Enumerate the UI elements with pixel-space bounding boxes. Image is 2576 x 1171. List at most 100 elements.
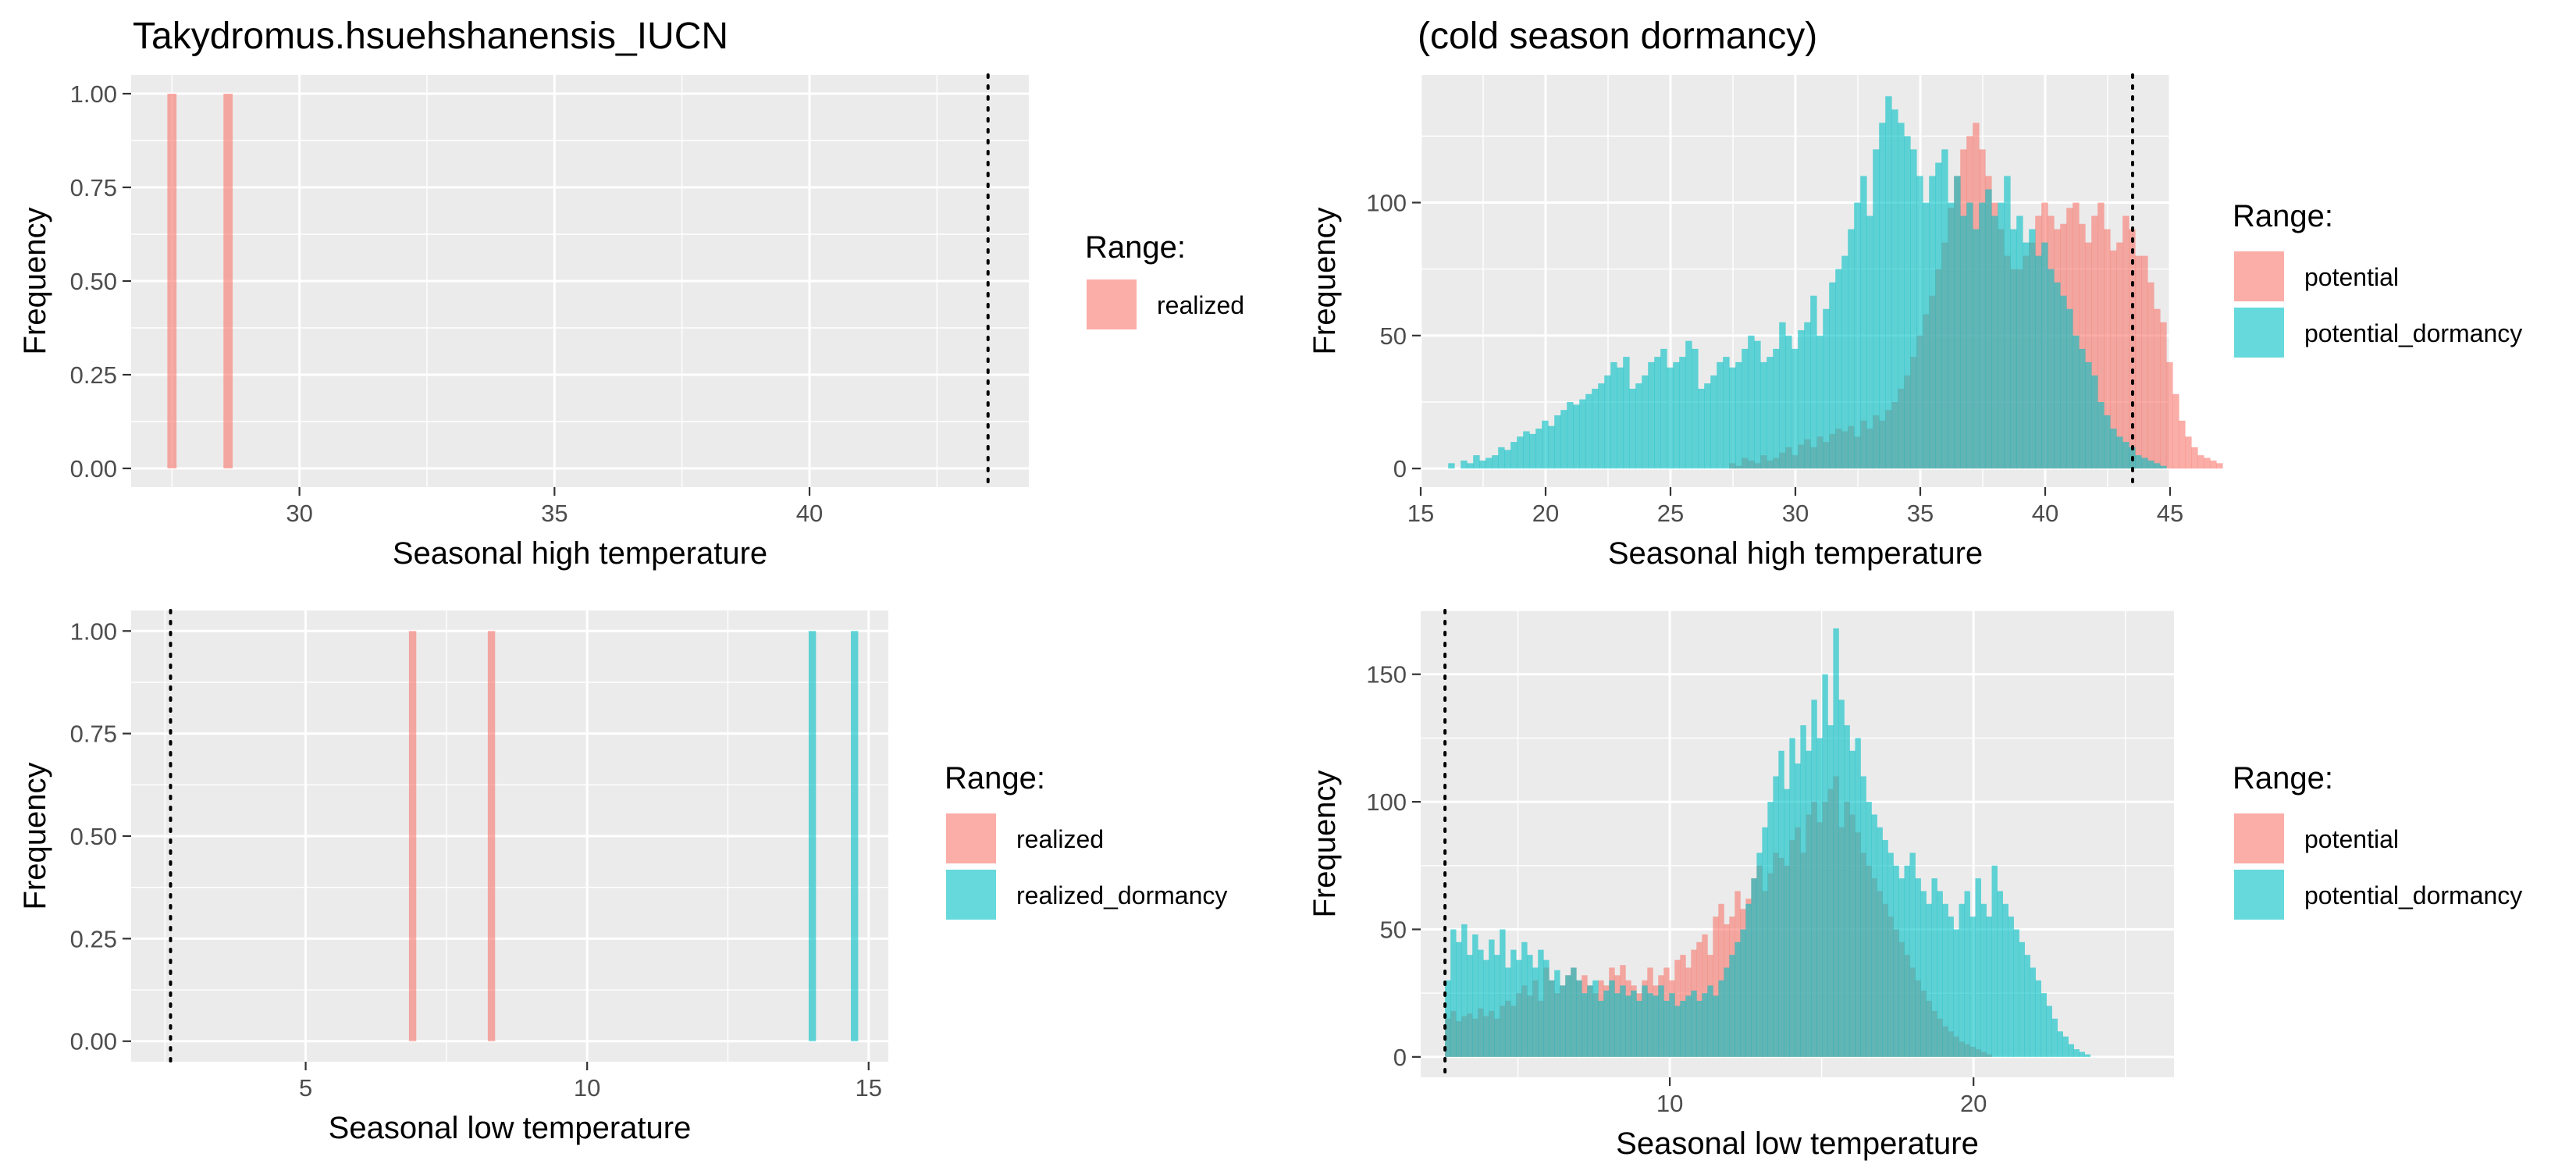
- histogram-bin: [1625, 995, 1631, 1057]
- histogram-bin: [1888, 852, 1894, 1057]
- series-layer: [1445, 628, 2091, 1057]
- histogram-bin: [1620, 985, 1626, 1057]
- histogram-bin: [1467, 463, 1474, 469]
- y-axis-title: Frequency: [18, 208, 52, 355]
- histogram-bin: [1696, 941, 1703, 1057]
- histogram-bin: [1660, 348, 1667, 469]
- legend-swatch: [2234, 813, 2284, 863]
- legend-label: potential_dormancy: [2304, 319, 2522, 347]
- histogram-bin: [1849, 750, 1856, 1057]
- histogram-bin: [1614, 993, 1621, 1057]
- histogram-bin: [1910, 149, 1917, 469]
- legend-title: Range:: [1085, 230, 1186, 265]
- histogram-bin: [2160, 465, 2167, 469]
- legend-label: realized: [1157, 291, 1244, 319]
- histogram-bin: [2030, 967, 2036, 1057]
- histogram-bin: [1742, 348, 1749, 469]
- histogram-bin: [2185, 436, 2192, 469]
- legend-swatch: [2234, 870, 2284, 920]
- histogram-bin: [1959, 903, 1965, 1057]
- histogram-bin: [1798, 330, 1805, 469]
- histogram-bin: [1860, 776, 1866, 1057]
- chart-title: (cold season dormancy): [1418, 16, 1817, 57]
- histogram-bin: [1647, 993, 1653, 1057]
- histogram-bin: [1866, 802, 1872, 1057]
- histogram-bin: [2091, 215, 2098, 469]
- series-realized_dormancy: [808, 631, 859, 1041]
- histogram-bin: [2172, 393, 2179, 469]
- histogram-bin: [1713, 917, 1719, 1057]
- histogram-bin: [2066, 308, 2073, 469]
- histogram-bin: [1498, 447, 1505, 469]
- histogram-bin: [1935, 162, 1942, 469]
- histogram-bin: [1554, 970, 1560, 1057]
- x-tick-label: 35: [541, 500, 568, 527]
- histogram-bin: [1827, 725, 1834, 1057]
- histogram-bin: [2110, 250, 2117, 469]
- histogram-bin: [1707, 985, 1713, 1057]
- histogram-bin: [1904, 136, 1911, 469]
- histogram-bin: [1692, 348, 1699, 469]
- histogram-bin: [2085, 361, 2092, 469]
- histogram-bin: [1754, 340, 1761, 469]
- histogram-bin: [1713, 995, 1719, 1057]
- histogram-bin: [1748, 335, 1755, 469]
- histogram-bin: [1773, 348, 1780, 469]
- histogram-bin: [2147, 460, 2154, 469]
- histogram-bin: [1587, 985, 1593, 1057]
- histogram-bin: [1483, 959, 1489, 1057]
- histogram-bin: [1823, 308, 1830, 469]
- x-tick-label: 20: [1960, 1090, 1987, 1117]
- histogram-bin: [1718, 980, 1724, 1057]
- histogram-bin: [1779, 322, 1786, 469]
- legend: Range: potential potential_dormancy: [2233, 199, 2522, 359]
- histogram-bin: [2135, 455, 2142, 469]
- histogram-bin: [1729, 955, 1735, 1057]
- histogram-bin: [1953, 929, 1959, 1057]
- histogram-bin: [1473, 455, 1480, 469]
- bar: [223, 94, 233, 468]
- histogram-bin: [1916, 176, 1923, 469]
- histogram-bin: [2060, 295, 2067, 469]
- x-tick-label: 15: [1407, 500, 1434, 527]
- histogram-bin: [1735, 941, 1741, 1057]
- histogram-bin: [1729, 367, 1736, 469]
- histogram-bin: [2122, 215, 2129, 469]
- y-tick-label: 0: [1393, 455, 1407, 482]
- histogram-bin: [1592, 980, 1599, 1057]
- histogram-bin: [2016, 215, 2023, 469]
- histogram-bin: [2029, 229, 2036, 469]
- bar: [808, 631, 817, 1041]
- histogram-bin: [1658, 985, 1664, 1057]
- histogram-bin: [1635, 383, 1642, 469]
- histogram-bin: [1680, 1000, 1686, 1057]
- histogram-bin: [1592, 388, 1599, 469]
- histogram-bin: [2041, 242, 2048, 469]
- histogram-bin: [1931, 878, 1937, 1057]
- x-tick-label: 5: [299, 1074, 312, 1102]
- histogram-bin: [2122, 442, 2129, 469]
- histogram-bin: [1735, 361, 1742, 469]
- histogram-bin: [2054, 282, 2061, 469]
- histogram-bin: [2010, 229, 2017, 469]
- histogram-bin: [1669, 993, 1675, 1057]
- histogram-bin: [1909, 852, 1916, 1057]
- bar: [167, 94, 177, 468]
- legend-label: potential: [2304, 825, 2399, 853]
- histogram-bin: [1631, 990, 1637, 1057]
- histogram-bin: [1653, 995, 1659, 1057]
- histogram-bin: [1500, 929, 1506, 1057]
- histogram-bin: [1648, 361, 1655, 469]
- histogram-bin: [1986, 917, 1992, 1057]
- histogram-bin: [1510, 442, 1517, 469]
- histogram-bin: [1510, 949, 1517, 1057]
- histogram-bin: [1877, 827, 1883, 1057]
- histogram-bin: [1835, 269, 1842, 469]
- y-tick-label: 0.50: [70, 823, 117, 850]
- histogram-bin: [1800, 725, 1806, 1057]
- histogram-bin: [2104, 415, 2111, 469]
- legend-title: Range:: [2233, 761, 2333, 795]
- histogram-bin: [1654, 357, 1661, 469]
- histogram-bin: [1948, 202, 1955, 469]
- histogram-bin: [1504, 450, 1511, 469]
